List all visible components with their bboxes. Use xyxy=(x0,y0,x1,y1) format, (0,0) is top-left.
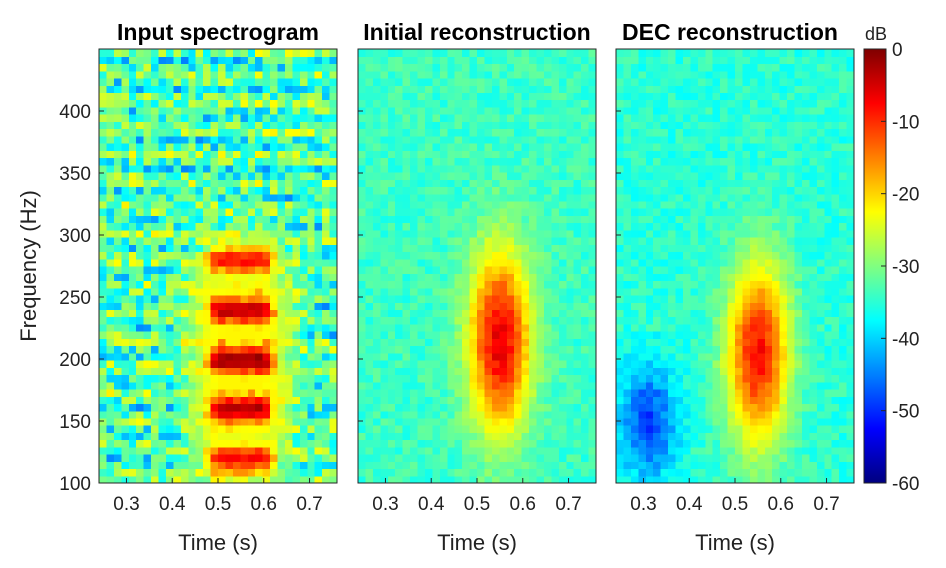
x-tick-label: 0.4 xyxy=(418,494,445,515)
colorbar-tick-label: -60 xyxy=(892,474,919,495)
x-tick-label: 0.3 xyxy=(630,494,656,515)
x-tick-label: 0.7 xyxy=(555,494,581,515)
y-tick-label: 200 xyxy=(59,350,91,371)
colorbar-tick-label: -30 xyxy=(892,257,919,278)
x-tick-label: 0.4 xyxy=(676,494,703,515)
colorbar-tick-label: -10 xyxy=(892,112,919,133)
colorbar-tick-label: -20 xyxy=(892,185,919,206)
panel-initial-reconstruction: Initial reconstruction 0.3 0.4 0.5 0.6 0.7 Ti… xyxy=(357,19,597,555)
y-tick-label: 250 xyxy=(59,288,91,309)
y-tick-label: 400 xyxy=(59,102,91,123)
x-axis-label: Time (s) xyxy=(437,530,517,555)
y-tick-label: 150 xyxy=(59,412,91,433)
panel-dec-reconstruction: DEC reconstruction 0.3 0.4 0.5 0.6 0.7 Time (… xyxy=(615,19,855,555)
x-tick-label: 0.4 xyxy=(159,494,186,515)
x-tick-label: 0.5 xyxy=(722,494,748,515)
panel-title: DEC reconstruction xyxy=(622,19,838,45)
panel-title: Input spectrogram xyxy=(117,19,319,45)
colorbar-label: dB xyxy=(865,24,887,44)
x-axis-label: Time (s) xyxy=(695,530,775,555)
heatmap-cells xyxy=(99,49,338,484)
x-tick-label: 0.7 xyxy=(296,494,322,515)
x-axis-label: Time (s) xyxy=(178,530,258,555)
y-tick-label: 100 xyxy=(59,474,91,495)
panel-input-spectrogram: Input spectrogram 0.3 0.4 0.5 0.6 0.7 Time (s… xyxy=(16,19,338,555)
panel-title: Initial reconstruction xyxy=(363,19,590,45)
heatmap-cells xyxy=(616,49,855,484)
x-tick-label: 0.5 xyxy=(464,494,490,515)
x-tick-label: 0.6 xyxy=(510,494,536,515)
colorbar: dB 0 -10 -20 -30 -40 -50 -60 xyxy=(863,24,919,495)
heatmap-cells xyxy=(358,49,597,484)
x-tick-label: 0.3 xyxy=(113,494,139,515)
y-tick-label: 300 xyxy=(59,226,91,247)
colorbar-tick-label: -40 xyxy=(892,329,919,350)
x-tick-label: 0.6 xyxy=(251,494,277,515)
y-axis-label: Frequency (Hz) xyxy=(16,190,41,342)
x-tick-label: 0.6 xyxy=(768,494,794,515)
colorbar-tick-label: 0 xyxy=(892,40,903,61)
x-tick-label: 0.5 xyxy=(205,494,231,515)
colorbar-tick-label: -50 xyxy=(892,402,919,423)
y-tick-label: 350 xyxy=(59,164,91,185)
x-tick-label: 0.7 xyxy=(813,494,839,515)
x-tick-label: 0.3 xyxy=(372,494,398,515)
